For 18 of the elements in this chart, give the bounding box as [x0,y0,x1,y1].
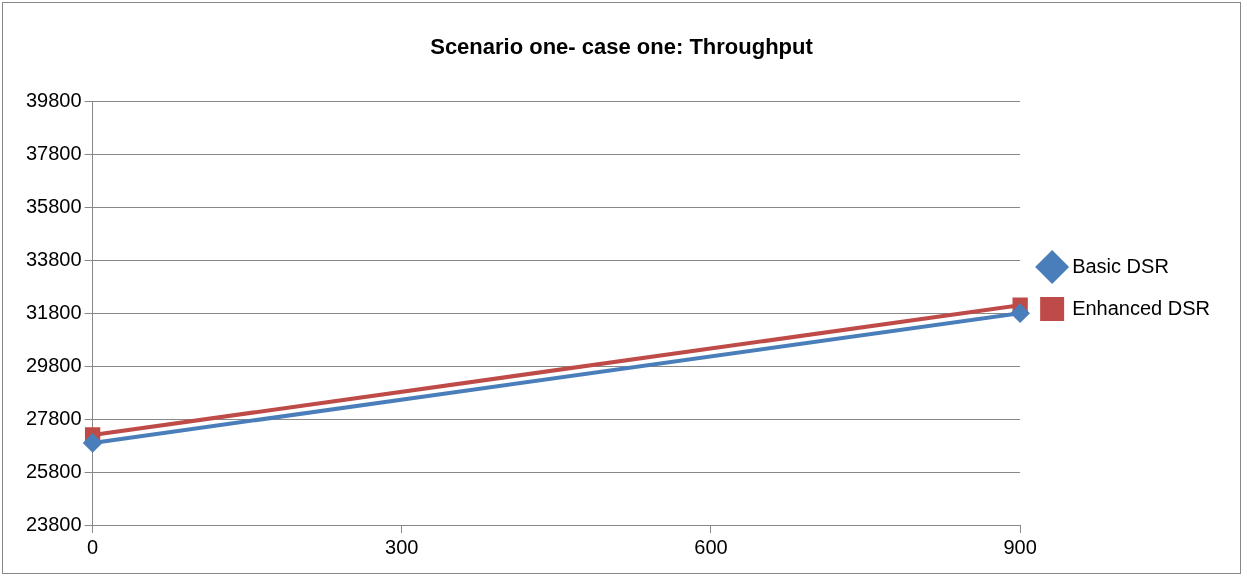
x-tick-label: 0 [87,535,99,558]
y-tick-label: 31800 [25,300,82,323]
point [1011,304,1030,323]
y-tick-label: 35800 [25,194,82,217]
y-tick-label: 33800 [25,247,82,270]
x-tick-label: 900 [1003,535,1037,558]
legend-label: Enhanced DSR [1072,296,1211,319]
point [83,433,102,452]
x-tick-label: 600 [694,535,728,558]
y-tick-label: 39800 [25,88,82,111]
chart-title: Scenario one- case one: Throughput [430,34,814,60]
x-tick-label: 300 [385,535,419,558]
y-tick-label: 37800 [25,141,82,164]
legend-label: Basic DSR [1072,254,1169,277]
y-tick-label: 29800 [25,353,82,376]
y-tick-label: 27800 [25,406,82,429]
y-tick-label: 23800 [25,512,82,535]
y-tick-label: 25800 [25,459,82,482]
